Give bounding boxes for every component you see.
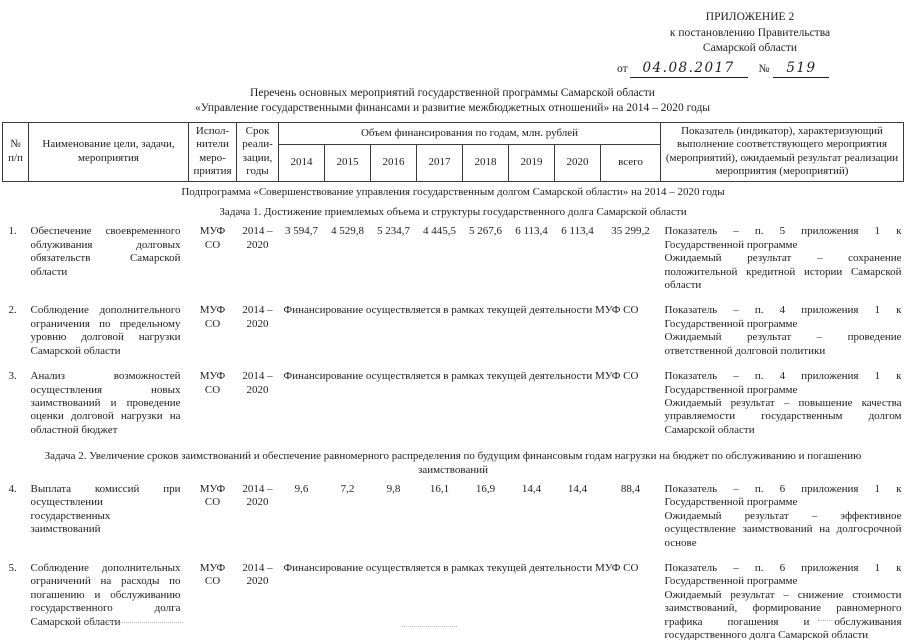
table-row: 1. Обеспечение своевременного облуживани… xyxy=(3,222,904,301)
row-term: 2014 – 2020 xyxy=(242,370,273,396)
header-executors: Испол-нители меро-приятия xyxy=(188,122,237,182)
title-line-1: Перечень основных мероприятий государств… xyxy=(250,87,655,99)
value-2014: 9,6 xyxy=(294,482,309,495)
handwritten-number: 519 xyxy=(773,59,830,78)
table-row: 3. Анализ возможностей осуществления нов… xyxy=(3,367,904,446)
row-term: 2014 – 2020 xyxy=(242,225,273,251)
row-number: 4. xyxy=(8,482,17,495)
value-2019: 6 113,4 xyxy=(515,225,548,238)
value-2017: 4 445,5 xyxy=(423,225,456,238)
row-name: Выплата комиссий при осуществлении госуд… xyxy=(30,482,181,536)
row-executor: МУФ СО xyxy=(199,225,226,251)
document-title: Перечень основных мероприятий государств… xyxy=(0,86,905,116)
value-2016: 5 234,7 xyxy=(377,225,410,238)
row-term: 2014 – 2020 xyxy=(242,561,273,588)
row-executor: МУФ СО xyxy=(199,370,226,396)
row-executor: МУФ СО xyxy=(199,304,226,330)
value-2017: 16,1 xyxy=(429,482,450,495)
financing-note: Финансирование осуществляется в рамках т… xyxy=(283,370,639,383)
value-2019: 14,4 xyxy=(521,482,542,495)
subprogram-heading: Подпрограмма «Совершенствование управлен… xyxy=(181,185,725,198)
header-years-row: 2014 2015 2016 2017 2018 2019 2020 всего xyxy=(3,144,904,182)
expected-result-text: Ожидаемый результат – сохранение положит… xyxy=(664,252,902,292)
appendix-title: ПРИЛОЖЕНИЕ 2 xyxy=(705,11,795,23)
activities-table: № п/п Наименование цели, задачи, меропри… xyxy=(2,122,905,640)
table-row: 4. Выплата комиссий при осуществлении го… xyxy=(3,480,904,559)
task1-heading: Задача 1. Достижение приемлемых объема и… xyxy=(219,206,687,219)
indicator-text: Показатель – п. 6 приложения 1 к Государ… xyxy=(664,482,902,509)
row-indicator: Показатель – п. 5 приложения 1 к Государ… xyxy=(661,222,904,301)
expected-result-text: Ожидаемый результат – проведение ответст… xyxy=(664,331,902,357)
row-name: Обеспечение своевременного облуживания д… xyxy=(30,225,181,278)
value-2015: 4 529,8 xyxy=(331,225,364,238)
indicator-text: Показатель – п. 6 приложения 1 к Государ… xyxy=(664,561,902,588)
header-financing: Объем финансирования по годам, млн. рубл… xyxy=(277,122,662,145)
value-2020: 6 113,4 xyxy=(561,225,594,238)
row-term: 2014 – 2020 xyxy=(242,304,273,330)
row-term: 2014 – 2020 xyxy=(242,482,273,509)
indicator-text: Показатель – п. 4 приложения 1 к Государ… xyxy=(664,304,902,330)
row-executor: МУФ СО xyxy=(199,561,226,588)
value-2020: 14,4 xyxy=(567,482,588,495)
title-line-2: «Управление государственными финансами и… xyxy=(194,101,711,114)
from-label: от xyxy=(617,62,628,75)
header-year-total: всего xyxy=(599,144,662,182)
row-name: Соблюдение дополнительных ограничений на… xyxy=(30,561,181,628)
row-indicator: Показатель – п. 4 приложения 1 к Государ… xyxy=(661,367,904,446)
row-name: Соблюдение дополнительного ограничения п… xyxy=(30,304,181,357)
financing-note: Финансирование осуществляется в рамках т… xyxy=(283,304,639,317)
row-number: 1. xyxy=(8,225,17,238)
value-total: 35 299,2 xyxy=(611,225,650,238)
indicator-text: Показатель – п. 5 приложения 1 к Государ… xyxy=(664,225,902,251)
header-year: 2019 xyxy=(508,144,555,182)
header-year: 2016 xyxy=(370,144,417,182)
section-row: Подпрограмма «Совершенствование управлен… xyxy=(3,181,904,202)
header-name: Наименование цели, задачи, мероприятия xyxy=(28,122,189,182)
handwritten-date: 04.08.2017 xyxy=(629,59,748,78)
row-executor: МУФ СО xyxy=(199,482,226,509)
header-year: 2018 xyxy=(462,144,509,182)
section-row: Задача 2. Увеличение сроков заимствовани… xyxy=(3,446,904,480)
value-2016: 9,8 xyxy=(386,482,401,495)
row-number: 3. xyxy=(8,370,17,383)
header-indicator: Показатель (индикатор), характеризующий … xyxy=(660,122,905,182)
scan-artifact xyxy=(818,620,844,621)
value-2014: 3 594,7 xyxy=(285,225,318,238)
header-num: № п/п xyxy=(2,122,29,182)
scan-artifact xyxy=(88,622,183,623)
appendix-date-line: от 04.08.2017 № 519 xyxy=(605,59,895,78)
appendix-line: к постановлению Правительства xyxy=(669,26,831,39)
table-header: № п/п Наименование цели, задачи, меропри… xyxy=(2,122,905,182)
row-number: 5. xyxy=(8,561,17,574)
value-2015: 7,2 xyxy=(340,482,355,495)
financing-note: Финансирование осуществляется в рамках т… xyxy=(283,561,639,574)
number-label: № xyxy=(758,62,770,75)
row-indicator: Показатель – п. 6 приложения 1 к Государ… xyxy=(661,480,904,559)
task2-heading: Задача 2. Увеличение сроков заимствовани… xyxy=(44,450,862,476)
header-year: 2020 xyxy=(554,144,601,182)
indicator-text: Показатель – п. 4 приложения 1 к Государ… xyxy=(664,370,902,396)
row-number: 2. xyxy=(8,304,17,317)
section-row: Задача 1. Достижение приемлемых объема и… xyxy=(3,202,904,222)
header-year: 2017 xyxy=(416,144,463,182)
table-row: 2. Соблюдение дополнительного ограничени… xyxy=(3,301,904,367)
appendix-line: Самарской области xyxy=(702,42,798,55)
value-total: 88,4 xyxy=(620,482,641,495)
value-2018: 16,9 xyxy=(475,482,496,495)
scan-artifact xyxy=(402,626,457,627)
expected-result-text: Ожидаемый результат – снижение стоимости… xyxy=(664,588,902,640)
expected-result-text: Ожидаемый результат – повышение качества… xyxy=(664,396,902,436)
row-indicator: Показатель – п. 4 приложения 1 к Государ… xyxy=(661,301,904,367)
table-row: 5. Соблюдение дополнительных ограничений… xyxy=(3,559,904,640)
row-indicator: Показатель – п. 6 приложения 1 к Государ… xyxy=(661,559,904,640)
appendix-block: ПРИЛОЖЕНИЕ 2 к постановлению Правительст… xyxy=(605,10,895,78)
header-term: Срок реали-зации, годы xyxy=(236,122,279,182)
expected-result-text: Ожидаемый результат – эффективное осущес… xyxy=(664,509,902,549)
value-2018: 5 267,6 xyxy=(469,225,502,238)
header-year: 2015 xyxy=(324,144,371,182)
header-year: 2014 xyxy=(278,144,325,182)
row-name: Анализ возможностей осуществления новых … xyxy=(30,370,181,436)
